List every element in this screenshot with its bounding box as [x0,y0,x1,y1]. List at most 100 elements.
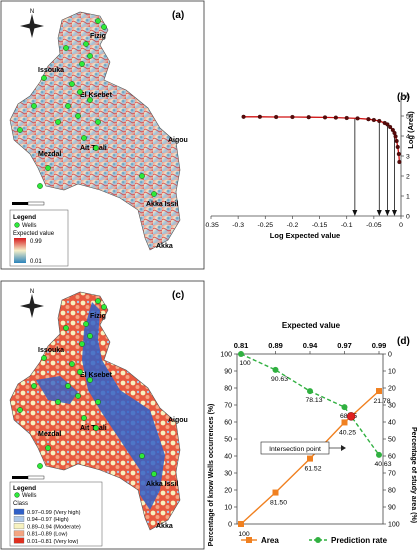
y-left-tick-label: 60 [224,420,232,427]
very-high-zone [82,302,165,510]
prediction-marker [272,366,279,373]
x-tick-label: -0.3 [232,222,244,229]
data-point [388,124,393,130]
wells-label-c: Wells [22,493,37,499]
area-marker [341,419,348,426]
x-tick-label: -0.05 [366,222,382,229]
data-point [395,144,400,150]
town-aigou: Aigou [168,417,188,424]
map-a-panel: N (a) Fizig Issouka El Ksebet Ait Tsali … [0,0,205,270]
x-tick-label: 0 [399,222,403,229]
category-label: 0.89 [268,341,283,350]
map-a-legend: Legend Wells Expected value 0.99 0.01 [9,209,69,267]
category-label: 0.94 [303,341,318,350]
expected-value-ramp [14,238,26,263]
y-left-tick-label: 20 [224,488,232,495]
class-label-item: 0.81–0.89 (Low) [27,532,68,538]
class-swatch [13,516,25,522]
threshold-arrow-head [352,210,358,216]
town-akka-issil: Akka Issil [146,201,178,208]
plot-frame [236,353,384,525]
map-c: N (c) Fizig Issouka El Ksebet Ait Tsali … [0,280,205,550]
y-tick-label: 2 [406,174,410,181]
category-label: 0.81 [234,341,249,350]
data-point [306,115,311,120]
intersection-point [346,412,356,421]
compass-icon: N [20,9,44,38]
y-right-tick-label: 0 [388,352,392,359]
y-left-tick-label: 10 [224,505,232,512]
y-left-tick-label: 90 [224,369,232,376]
map-c-legend: Legend Wells Class 0.97–0.99 (Very high)… [9,481,103,547]
data-point [333,115,338,120]
data-point [355,116,360,121]
well-legend-icon [14,222,20,228]
y-left-tick-label: 30 [224,471,232,478]
data-point [377,118,382,124]
scale-bar [12,475,45,480]
threshold-arrow-head [391,210,397,216]
y-left-tick-label: 80 [224,386,232,393]
map-c-panel: N (c) Fizig Issouka El Ksebet Ait Tsali … [0,280,205,550]
chart-b-xlabel: Log Expected value [270,231,340,240]
chart-b-panel: (b) -0.35 -0.3 -0.25 -0.2 -0.15 -0.1 -0.05 00 1 2… [203,88,417,270]
scale-bar [12,201,45,206]
town-mezdal: Mezdal [38,431,61,438]
chart-d-top-axis-label: Expected value [282,321,341,330]
class-swatch [13,537,25,544]
area-marker [272,489,279,496]
threshold-arrow-head [376,210,382,216]
y-right-tick-label: 50 [388,437,396,444]
chart-b-ylabel: Log (Area) [406,111,415,149]
prediction-data-label: 40.63 [374,461,391,468]
area-data-label: 81.50 [270,500,287,507]
area-marker [307,455,313,462]
y-left-tick-label: 70 [224,403,232,410]
data-point [257,114,262,119]
town-mezdal: Mezdal [38,151,61,158]
town-fizig: Fizig [90,313,106,320]
chart-d-legend: Area Prediction rate [241,536,388,545]
data-point [396,151,401,157]
panel-label-c: (c) [172,290,184,301]
chart-b-axes: -0.35 -0.3 -0.25 -0.2 -0.15 -0.1 -0.05 00 1 2 3 4 5 6 [203,94,410,230]
data-point [392,130,397,136]
y-right-tick-label: 80 [388,488,396,495]
y-tick-label: 3 [406,154,410,161]
class-swatch [13,530,25,537]
y-right-tick-label: 40 [388,420,396,427]
prediction-marker [341,404,348,411]
y-tick-label: 0 [406,214,410,221]
town-issouka: Issouka [38,347,64,354]
y-right-tick-label: 100 [388,522,400,529]
panel-label-b: (b) [397,92,410,103]
town-el-ksebet: El Ksebet [80,372,113,379]
class-label-item: 0.89–0.94 (Moderate) [27,524,81,530]
x-tick-label: -0.15 [312,222,328,229]
chart-b-series-line [243,116,401,163]
area-marker [238,521,244,527]
x-tick-label: -0.2 [287,222,299,229]
area-data-label: 100 [238,531,250,538]
town-issouka: Issouka [38,67,64,74]
area-data-label: 21.78 [373,398,390,405]
data-point [344,115,349,121]
svg-text:N: N [30,289,34,295]
map-c-region [9,291,181,531]
chart-d-axes: 0102030405060708090100100908070605040302… [220,341,399,529]
town-fizig: Fizig [90,33,106,40]
town-el-ksebet: El Ksebet [80,92,113,99]
ramp-min-label: 0.01 [30,259,42,265]
very-high-zone-west [36,376,78,404]
legend-title-a: Legend [13,214,36,221]
prediction-marker [376,451,382,458]
y-left-tick-label: 40 [224,454,232,461]
category-label: 0.99 [372,341,387,350]
town-akka: Akka [156,523,173,530]
chart-d-prediction-line [240,353,380,456]
data-point [385,122,390,127]
area-data-label: 61.52 [304,466,321,473]
class-label-item: 0.94–0.97 (High) [27,517,69,523]
prediction-marker [307,388,313,395]
prediction-data-label: 78.13 [305,397,322,404]
